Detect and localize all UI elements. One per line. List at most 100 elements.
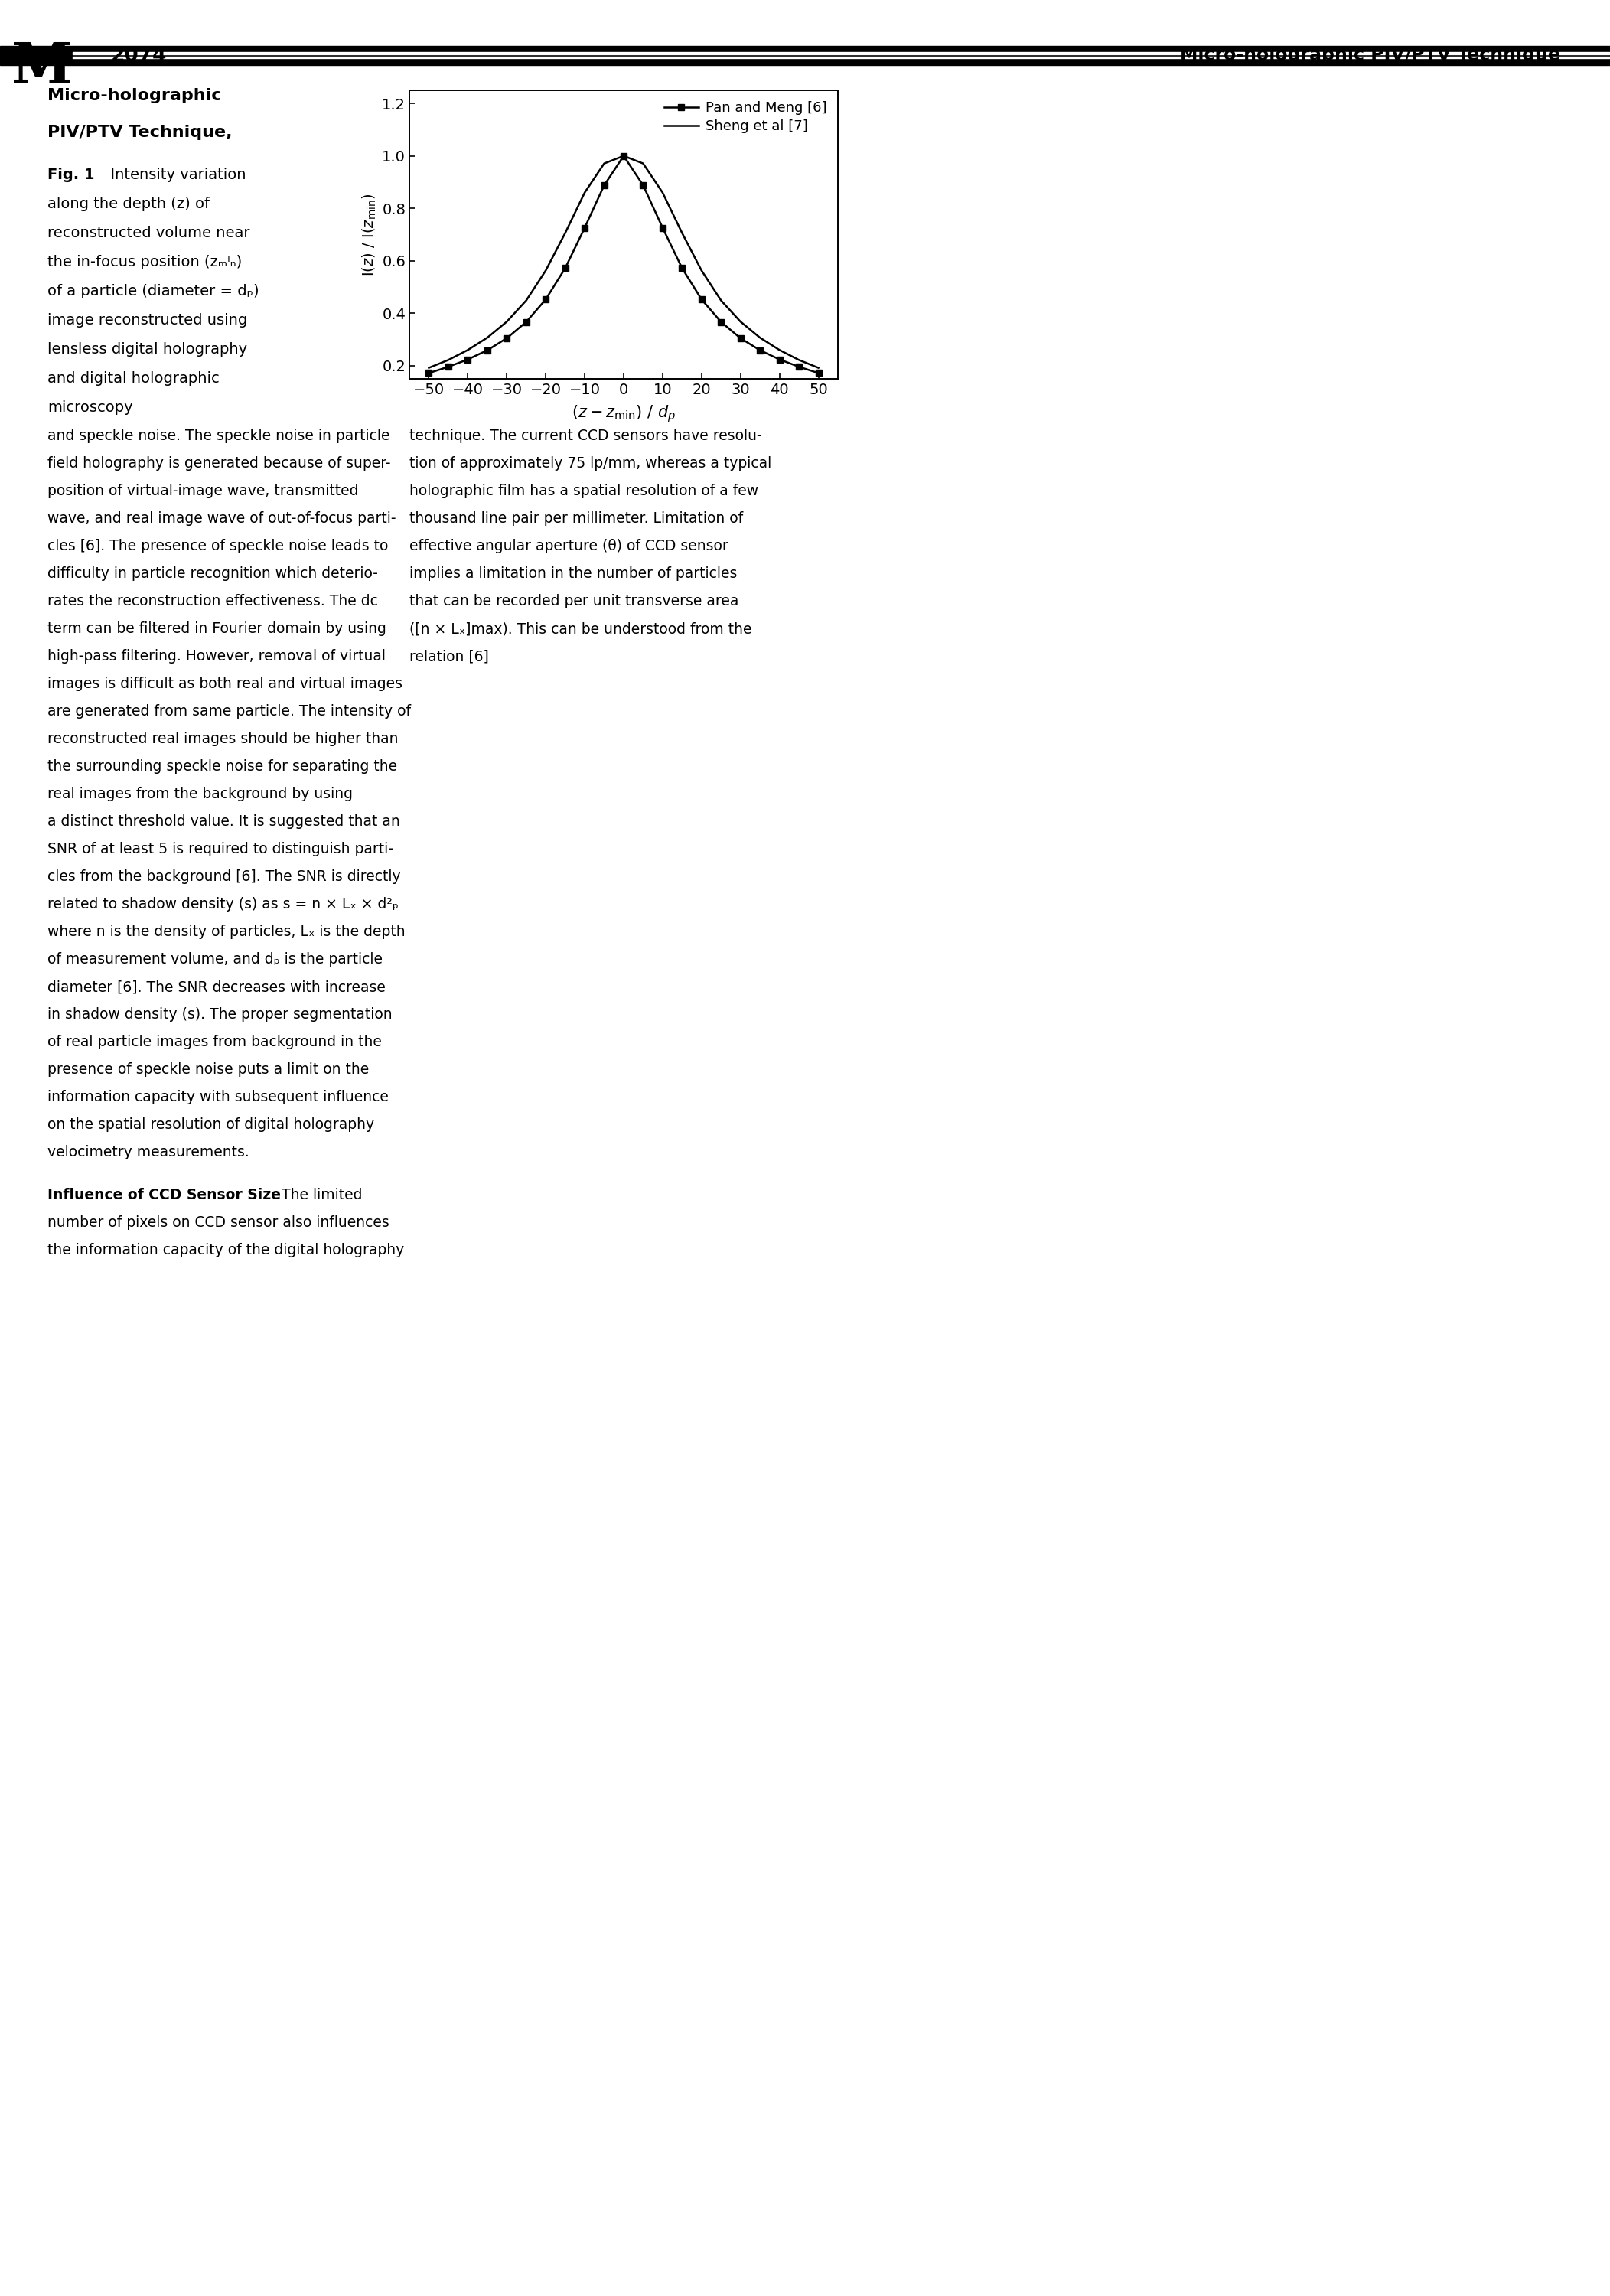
- Pan and Meng [6]: [673, 255, 692, 282]
- Sheng et al [7]: [633, 149, 652, 177]
- Pan and Meng [6]: [555, 255, 575, 282]
- Sheng et al [7]: [673, 218, 692, 246]
- Y-axis label: $\mathrm{I}(z)\ /\ \mathrm{I}(z_{\min})$: $\mathrm{I}(z)\ /\ \mathrm{I}(z_{\min})$: [361, 193, 378, 276]
- Pan and Meng [6]: [478, 338, 497, 365]
- Sheng et al [7]: [808, 354, 828, 381]
- Text: implies a limitation in the number of particles: implies a limitation in the number of pa…: [409, 567, 737, 581]
- Legend: Pan and Meng [6], Sheng et al [7]: Pan and Meng [6], Sheng et al [7]: [660, 96, 831, 138]
- Text: Fig. 1: Fig. 1: [47, 168, 95, 181]
- Text: ([n × Lₓ]max). This can be understood from the: ([n × Lₓ]max). This can be understood fr…: [409, 622, 752, 636]
- Text: images is difficult as both real and virtual images: images is difficult as both real and vir…: [47, 677, 402, 691]
- Text: image reconstructed using: image reconstructed using: [47, 312, 248, 328]
- Text: field holography is generated because of super-: field holography is generated because of…: [47, 457, 391, 471]
- X-axis label: $(z - z_{\min})\ /\ d_p$: $(z - z_{\min})\ /\ d_p$: [572, 404, 676, 425]
- Pan and Meng [6]: [712, 308, 731, 335]
- Text: technique. The current CCD sensors have resolu-: technique. The current CCD sensors have …: [409, 429, 762, 443]
- Pan and Meng [6]: [692, 285, 712, 312]
- Text: number of pixels on CCD sensor also influences: number of pixels on CCD sensor also infl…: [47, 1215, 390, 1231]
- Bar: [0, 46, 1610, 64]
- Pan and Meng [6]: [438, 354, 457, 381]
- Text: Intensity variation: Intensity variation: [101, 168, 246, 181]
- Sheng et al [7]: [594, 149, 613, 177]
- Bar: [72, 53, 1610, 55]
- Text: microscopy: microscopy: [47, 400, 134, 416]
- Text: of a particle (diameter = dₚ): of a particle (diameter = dₚ): [47, 285, 259, 298]
- Sheng et al [7]: [654, 179, 673, 207]
- Text: thousand line pair per millimeter. Limitation of: thousand line pair per millimeter. Limit…: [409, 512, 744, 526]
- Sheng et al [7]: [575, 179, 594, 207]
- Text: on the spatial resolution of digital holography: on the spatial resolution of digital hol…: [47, 1118, 374, 1132]
- Text: The limited: The limited: [277, 1187, 362, 1203]
- Sheng et al [7]: [770, 335, 789, 363]
- Text: term can be filtered in Fourier domain by using: term can be filtered in Fourier domain b…: [47, 622, 386, 636]
- Text: rates the reconstruction effectiveness. The dc: rates the reconstruction effectiveness. …: [47, 595, 378, 608]
- Text: high-pass filtering. However, removal of virtual: high-pass filtering. However, removal of…: [47, 650, 386, 664]
- Sheng et al [7]: [517, 287, 536, 315]
- Pan and Meng [6]: [654, 214, 673, 241]
- Pan and Meng [6]: [633, 172, 652, 200]
- Text: reconstructed real images should be higher than: reconstructed real images should be high…: [47, 732, 398, 746]
- Text: the in-focus position (zₘᴵₙ): the in-focus position (zₘᴵₙ): [47, 255, 242, 269]
- Text: Micro-holographic PIV/PTV Technique: Micro-holographic PIV/PTV Technique: [1180, 46, 1560, 64]
- Text: of measurement volume, and dₚ is the particle: of measurement volume, and dₚ is the par…: [47, 953, 383, 967]
- Sheng et al [7]: [692, 257, 712, 285]
- Text: a distinct threshold value. It is suggested that an: a distinct threshold value. It is sugges…: [47, 815, 399, 829]
- Text: information capacity with subsequent influence: information capacity with subsequent inf…: [47, 1091, 388, 1104]
- Sheng et al [7]: [536, 257, 555, 285]
- Sheng et al [7]: [750, 324, 770, 351]
- Text: cles [6]. The presence of speckle noise leads to: cles [6]. The presence of speckle noise …: [47, 540, 388, 553]
- Text: lensless digital holography: lensless digital holography: [47, 342, 248, 356]
- Pan and Meng [6]: [419, 358, 438, 386]
- Pan and Meng [6]: [459, 347, 478, 374]
- Text: diameter [6]. The SNR decreases with increase: diameter [6]. The SNR decreases with inc…: [47, 980, 385, 994]
- Text: velocimetry measurements.: velocimetry measurements.: [47, 1146, 250, 1159]
- Pan and Meng [6]: [731, 324, 750, 351]
- Sheng et al [7]: [438, 347, 457, 374]
- Text: Influence of CCD Sensor Size: Influence of CCD Sensor Size: [47, 1187, 280, 1203]
- Line: Pan and Meng [6]: Pan and Meng [6]: [425, 154, 821, 377]
- Text: real images from the background by using: real images from the background by using: [47, 788, 353, 801]
- Sheng et al [7]: [497, 308, 517, 335]
- Text: effective angular aperture (θ) of CCD sensor: effective angular aperture (θ) of CCD se…: [409, 540, 728, 553]
- Pan and Meng [6]: [497, 324, 517, 351]
- Pan and Meng [6]: [770, 347, 789, 374]
- Text: where n is the density of particles, Lₓ is the depth: where n is the density of particles, Lₓ …: [47, 925, 406, 939]
- Text: position of virtual-image wave, transmitted: position of virtual-image wave, transmit…: [47, 484, 359, 498]
- Pan and Meng [6]: [517, 308, 536, 335]
- Text: 2074: 2074: [111, 46, 167, 67]
- Text: Micro-holographic: Micro-holographic: [47, 87, 222, 103]
- Text: are generated from same particle. The intensity of: are generated from same particle. The in…: [47, 705, 411, 719]
- Text: that can be recorded per unit transverse area: that can be recorded per unit transverse…: [409, 595, 739, 608]
- Text: holographic film has a spatial resolution of a few: holographic film has a spatial resolutio…: [409, 484, 758, 498]
- Text: SNR of at least 5 is required to distinguish parti-: SNR of at least 5 is required to disting…: [47, 843, 393, 856]
- Sheng et al [7]: [731, 308, 750, 335]
- Sheng et al [7]: [478, 324, 497, 351]
- Pan and Meng [6]: [750, 338, 770, 365]
- Sheng et al [7]: [459, 335, 478, 363]
- Sheng et al [7]: [419, 354, 438, 381]
- Text: the surrounding speckle noise for separating the: the surrounding speckle noise for separa…: [47, 760, 398, 774]
- Text: tion of approximately 75 lp/mm, whereas a typical: tion of approximately 75 lp/mm, whereas …: [409, 457, 771, 471]
- Text: wave, and real image wave of out-of-focus parti-: wave, and real image wave of out-of-focu…: [47, 512, 396, 526]
- Sheng et al [7]: [613, 142, 633, 170]
- Text: the information capacity of the digital holography: the information capacity of the digital …: [47, 1242, 404, 1258]
- Pan and Meng [6]: [575, 214, 594, 241]
- Text: cles from the background [6]. The SNR is directly: cles from the background [6]. The SNR is…: [47, 870, 401, 884]
- Text: and speckle noise. The speckle noise in particle: and speckle noise. The speckle noise in …: [47, 429, 390, 443]
- Text: reconstructed volume near: reconstructed volume near: [47, 225, 250, 241]
- Sheng et al [7]: [555, 218, 575, 246]
- Text: presence of speckle noise puts a limit on the: presence of speckle noise puts a limit o…: [47, 1063, 369, 1077]
- Text: of real particle images from background in the: of real particle images from background …: [47, 1035, 382, 1049]
- Text: along the depth (z) of: along the depth (z) of: [47, 197, 209, 211]
- Pan and Meng [6]: [789, 354, 808, 381]
- Pan and Meng [6]: [536, 285, 555, 312]
- Text: in shadow density (s). The proper segmentation: in shadow density (s). The proper segmen…: [47, 1008, 393, 1022]
- Text: difficulty in particle recognition which deterio-: difficulty in particle recognition which…: [47, 567, 378, 581]
- Text: M: M: [11, 39, 72, 94]
- Text: PIV/PTV Technique,: PIV/PTV Technique,: [47, 124, 232, 140]
- Pan and Meng [6]: [613, 142, 633, 170]
- Text: and digital holographic: and digital holographic: [47, 372, 219, 386]
- Text: related to shadow density (s) as s = n × Lₓ × d²ₚ: related to shadow density (s) as s = n ×…: [47, 898, 399, 912]
- Sheng et al [7]: [712, 287, 731, 315]
- Text: relation [6]: relation [6]: [409, 650, 489, 664]
